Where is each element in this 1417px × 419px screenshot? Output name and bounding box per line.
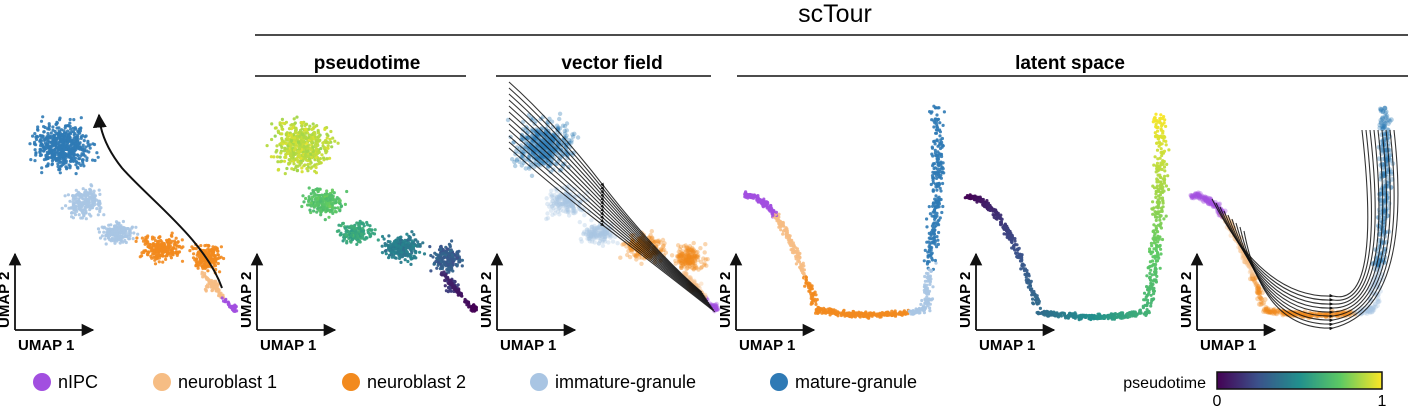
y-axis-label: UMAP 2 [0,272,13,328]
section-title-pseudotime: pseudotime [314,53,421,74]
y-axis-label: UMAP 2 [957,272,974,328]
latent-panel-vector-field [1188,105,1399,331]
section-title-latent-space: latent space [1015,53,1125,74]
x-axis-label: UMAP 1 [1200,337,1256,354]
legend-swatch-neuroblast-1 [153,373,171,391]
x-axis-label: UMAP 1 [979,337,1035,354]
legend-label-neuroblast-1: neuroblast 1 [178,372,277,392]
colorbar-label: pseudotime [1123,375,1206,392]
legend-swatch-mature-granule [770,373,788,391]
y-axis-label: UMAP 2 [717,272,734,328]
umap-panel-vector-field [505,81,721,314]
umap-axes-6: UMAP 1 UMAP 2 [1178,252,1277,354]
legend-label-mature-granule: mature-granule [795,372,917,392]
x-axis-label: UMAP 1 [18,337,74,354]
y-axis-label: UMAP 2 [478,272,495,328]
umap-axes-2: UMAP 1 UMAP 2 [238,252,337,354]
y-axis-label: UMAP 2 [238,272,255,328]
umap-panel-pseudotime [265,115,478,313]
latent-panel-pseudotime [963,112,1171,322]
legend-swatch-nipc [33,373,51,391]
x-axis-label: UMAP 1 [500,337,556,354]
colorbar-min-label: 0 [1213,393,1222,410]
legend-swatch-neuroblast-2 [342,373,360,391]
legend-label-neuroblast-2: neuroblast 2 [367,372,466,392]
legend-swatch-immature-granule [530,373,548,391]
umap-panel-cell-types [28,115,239,313]
y-axis-label: UMAP 2 [1178,272,1195,328]
umap-axes-3: UMAP 1 UMAP 2 [478,252,577,354]
x-axis-label: UMAP 1 [739,337,795,354]
section-title-vector-field: vector field [561,53,662,74]
umap-axes-1: UMAP 1 UMAP 2 [0,252,95,354]
colorbar-bar [1216,371,1383,390]
trajectory-arrow [92,113,223,289]
legend-label-immature-granule: immature-granule [555,372,696,392]
cell-type-legend: nIPC neuroblast 1 neuroblast 2 immature-… [33,372,917,392]
x-axis-label: UMAP 1 [260,337,316,354]
pseudotime-colorbar: pseudotime 0 1 [1123,371,1387,410]
latent-panel-cell-types [743,104,947,320]
umap-axes-5: UMAP 1 UMAP 2 [957,252,1056,354]
figure-title: scTour [798,0,872,28]
umap-axes-4: UMAP 1 UMAP 2 [717,252,816,354]
legend-label-nipc: nIPC [58,372,98,392]
colorbar-max-label: 1 [1378,393,1387,410]
